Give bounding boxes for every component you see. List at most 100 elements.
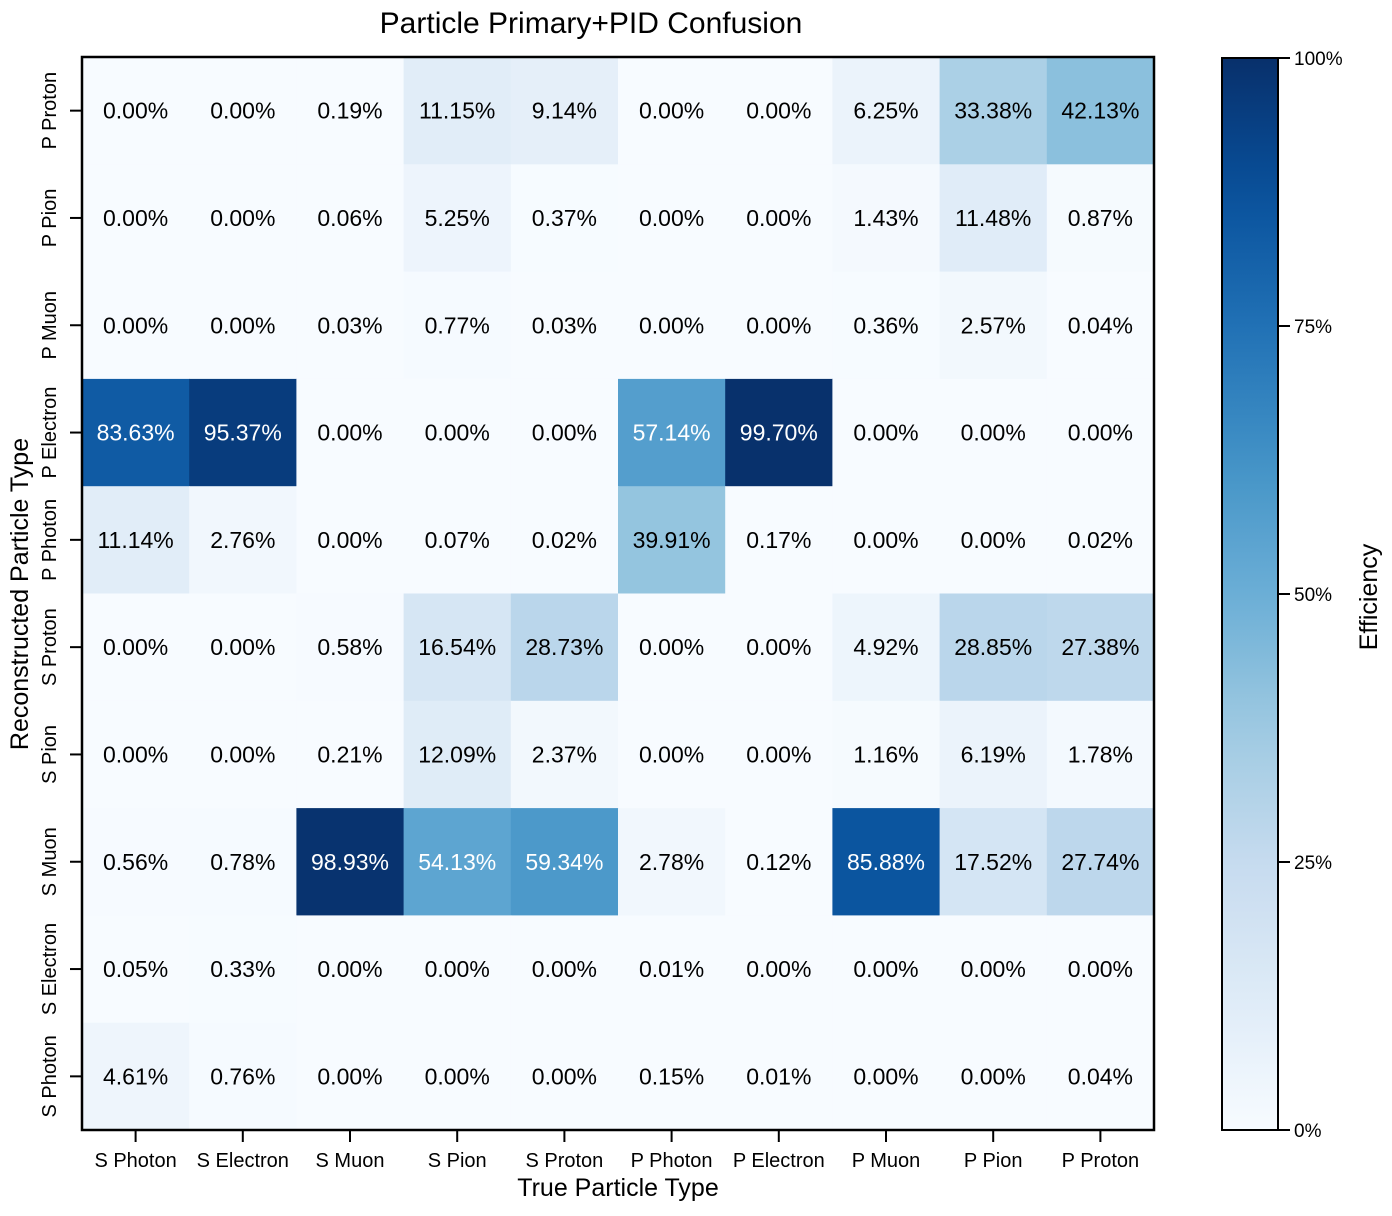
heatmap-cell bbox=[82, 808, 190, 916]
heatmap-cell bbox=[939, 593, 1048, 702]
heatmap-cell bbox=[725, 378, 833, 487]
x-tick-label: P Muon bbox=[852, 1150, 921, 1172]
cell-value-label: 99.70% bbox=[740, 420, 818, 446]
x-tick-label: P Proton bbox=[1062, 1150, 1139, 1172]
chart-title: Particle Primary+PID Confusion bbox=[380, 7, 803, 40]
heatmap-cell bbox=[82, 378, 190, 487]
heatmap-cell bbox=[189, 915, 297, 1024]
cell-value-label: 85.88% bbox=[847, 849, 925, 875]
cell-value-label: 0.19% bbox=[317, 98, 382, 124]
cell-value-label: 0.00% bbox=[1068, 420, 1133, 446]
cell-value-label: 27.74% bbox=[1061, 849, 1139, 875]
heatmap-cell bbox=[832, 164, 941, 273]
cell-value-label: 0.00% bbox=[853, 527, 918, 553]
x-tick-label: S Electron bbox=[197, 1150, 289, 1172]
heatmap-cells bbox=[82, 57, 1155, 1131]
cell-value-label: 0.02% bbox=[1068, 527, 1133, 553]
cell-value-label: 0.00% bbox=[425, 956, 490, 982]
heatmap-cell bbox=[939, 700, 1048, 809]
cell-value-label: 27.38% bbox=[1061, 634, 1139, 660]
cell-value-label: 12.09% bbox=[418, 741, 496, 767]
heatmap-cell bbox=[725, 808, 833, 916]
cell-value-label: 0.77% bbox=[425, 312, 490, 338]
cell-value-label: 0.12% bbox=[746, 849, 811, 875]
cell-value-label: 0.00% bbox=[210, 741, 275, 767]
heatmap-cell bbox=[82, 271, 190, 380]
cell-value-label: 1.16% bbox=[853, 741, 918, 767]
heatmap-cell bbox=[939, 57, 1048, 165]
cell-value-label: 28.85% bbox=[954, 634, 1032, 660]
cell-value-label: 0.00% bbox=[639, 205, 704, 231]
heatmap-cell bbox=[296, 700, 405, 809]
heatmap-cell bbox=[1046, 700, 1155, 809]
cell-value-label: 0.00% bbox=[746, 312, 811, 338]
cell-value-label: 0.00% bbox=[103, 634, 168, 660]
heatmap-cell bbox=[725, 164, 833, 273]
cell-value-label: 0.01% bbox=[639, 956, 704, 982]
cell-value-label: 1.78% bbox=[1068, 741, 1133, 767]
cell-value-label: 0.07% bbox=[425, 527, 490, 553]
cell-value-label: 0.33% bbox=[210, 956, 275, 982]
y-axis: P Proton P Pion P Muon P Electron P Photon S … bbox=[39, 72, 82, 1117]
cell-value-label: 2.76% bbox=[210, 527, 275, 553]
heatmap-cell bbox=[725, 915, 833, 1024]
cell-value-label: 57.14% bbox=[633, 420, 711, 446]
cell-value-label: 0.01% bbox=[746, 1063, 811, 1089]
cell-value-label: 11.14% bbox=[97, 527, 173, 553]
heatmap-cell bbox=[296, 164, 405, 273]
cell-value-label: 54.13% bbox=[418, 849, 496, 875]
cell-value-label: 0.00% bbox=[317, 956, 382, 982]
heatmap-cell bbox=[82, 593, 190, 702]
cell-value-label: 0.00% bbox=[532, 420, 597, 446]
heatmap-cell bbox=[939, 1022, 1048, 1131]
cell-value-label: 0.00% bbox=[639, 741, 704, 767]
heatmap-cell bbox=[82, 700, 190, 809]
cell-value-label: 0.00% bbox=[425, 1063, 490, 1089]
heatmap-cell bbox=[189, 57, 297, 165]
heatmap-cell bbox=[939, 915, 1048, 1024]
y-tick-label: P Muon bbox=[39, 291, 61, 360]
cell-value-label: 95.37% bbox=[204, 420, 282, 446]
cell-value-label: 0.17% bbox=[746, 527, 811, 553]
heatmap-cell bbox=[1046, 164, 1155, 273]
heatmap-cell bbox=[725, 1022, 833, 1131]
heatmap-cell bbox=[618, 164, 726, 273]
cell-value-label: 0.00% bbox=[853, 956, 918, 982]
y-tick-label: P Proton bbox=[39, 72, 61, 149]
heatmap-cell bbox=[510, 378, 619, 487]
heatmap-cell bbox=[618, 57, 726, 165]
cell-value-label: 0.00% bbox=[961, 956, 1026, 982]
heatmap-cell bbox=[403, 271, 512, 380]
cell-value-label: 98.93% bbox=[311, 849, 389, 875]
cell-value-label: 5.25% bbox=[425, 205, 490, 231]
cell-value-label: 0.00% bbox=[639, 312, 704, 338]
cell-value-label: 0.00% bbox=[532, 956, 597, 982]
heatmap-cell bbox=[618, 1022, 726, 1131]
heatmap-cell bbox=[510, 808, 619, 916]
heatmap-cell bbox=[939, 164, 1048, 273]
heatmap-cell bbox=[725, 700, 833, 809]
colorbar-tick-label: 75% bbox=[1294, 317, 1332, 338]
x-tick-label: P Pion bbox=[964, 1150, 1023, 1172]
heatmap-cell bbox=[510, 486, 619, 595]
cell-value-label: 0.58% bbox=[317, 634, 382, 660]
cell-value-label: 0.00% bbox=[853, 1063, 918, 1089]
cell-value-label: 0.00% bbox=[210, 634, 275, 660]
heatmap-cell bbox=[189, 808, 297, 916]
heatmap-cell bbox=[296, 808, 405, 916]
y-tick-label: S Muon bbox=[39, 827, 61, 896]
heatmap-cell bbox=[189, 593, 297, 702]
cell-value-label: 0.36% bbox=[853, 312, 918, 338]
heatmap-cell bbox=[725, 593, 833, 702]
cell-value-label: 0.00% bbox=[317, 1063, 382, 1089]
heatmap-cell bbox=[1046, 593, 1155, 702]
heatmap-cell bbox=[510, 593, 619, 702]
heatmap-cell bbox=[1046, 378, 1155, 487]
heatmap-cell bbox=[939, 486, 1048, 595]
cell-value-label: 0.02% bbox=[532, 527, 597, 553]
heatmap-cell bbox=[725, 271, 833, 380]
cell-value-label: 0.37% bbox=[532, 205, 597, 231]
heatmap-cell bbox=[1046, 486, 1155, 595]
plot-frame bbox=[80, 55, 1156, 1132]
x-axis-label: True Particle Type bbox=[517, 1174, 718, 1202]
